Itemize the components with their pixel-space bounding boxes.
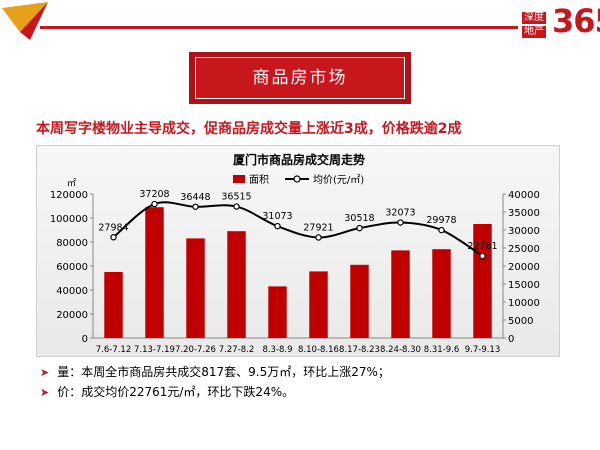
brand-logo: 深度 地产 365 (522, 2, 600, 42)
arrow-bullet-icon: ➤ (40, 386, 50, 399)
price-data-label: 22761 (467, 241, 497, 252)
price-point (192, 203, 199, 210)
y-tick-label-right: 40000 (508, 190, 540, 201)
price-point (438, 226, 445, 234)
price-point (274, 222, 281, 230)
bar (104, 272, 123, 338)
y-tick-label-right: 5000 (508, 316, 533, 327)
chart-title: 厦门市商品房成交周走势 (233, 152, 365, 167)
y-tick-label-right: 25000 (508, 244, 540, 255)
x-tick-label: 7.13-7.19 (134, 345, 175, 355)
y-tick-label-right: 30000 (508, 226, 540, 237)
bar (268, 286, 287, 338)
bar (227, 231, 246, 338)
legend-bar-label: 面积 (249, 174, 269, 186)
y-tick-label-left: 80000 (56, 238, 88, 249)
price-point (479, 252, 486, 260)
x-tick-label: 7.20-7.26 (175, 345, 216, 355)
bar (391, 250, 410, 338)
x-tick-label: 7.6-7.12 (96, 345, 132, 355)
y-tick-label-left: 20000 (56, 310, 88, 321)
arrow-bullet-icon: ➤ (40, 366, 50, 379)
y-tick-label-left: 0 (82, 334, 88, 345)
y-tick-label-right: 0 (508, 334, 514, 345)
x-tick-label: 8.10-8.16 (298, 345, 339, 355)
brand-number: 365 (552, 2, 600, 40)
legend-line-marker (293, 175, 301, 183)
price-point (356, 224, 363, 232)
x-tick-label: 9.7-9.13 (465, 345, 501, 355)
note-text: 价：成交均价22761元/㎡，环比下跌24%。 (57, 385, 295, 399)
note-text: 量：本周全市商品房共成交817套、9.5万㎡，环比上涨27%； (57, 365, 390, 379)
chart-panel: 厦门市商品房成交周走势面积 均价(元/㎡) ㎡ 0 20000 40000 60000 800… (36, 145, 560, 357)
section-title: 商品房市场 (252, 68, 348, 88)
notes-list: ➤ 量：本周全市商品房共成交817套、9.5万㎡，环比上涨27%； ➤ 价：成交均价… (40, 362, 390, 402)
x-tick-label: 8.17-8.23 (339, 345, 380, 355)
y-tick-label-left: 40000 (56, 286, 88, 297)
price-data-label: 37208 (139, 189, 169, 200)
price-data-label: 32073 (385, 208, 415, 219)
x-tick-label: 8.24-8.30 (380, 345, 421, 355)
price-line (112, 201, 484, 257)
legend-bar-swatch (233, 175, 245, 183)
price-data-label: 30518 (344, 213, 374, 224)
bar (186, 238, 205, 338)
price-data-label: 36448 (180, 192, 210, 203)
brand-text-1: 深度 (522, 12, 546, 24)
price-data-label: 27921 (303, 222, 333, 233)
y-tick-label-right: 15000 (508, 280, 540, 291)
note-volume: ➤ 量：本周全市商品房共成交817套、9.5万㎡，环比上涨27%； (40, 362, 390, 382)
y-tick-label-right: 35000 (508, 208, 540, 219)
headline: 本周写字楼物业主导成交，促商品房成交量上涨近3成，价格跌逾2成 (36, 121, 462, 137)
price-data-label: 31073 (262, 211, 292, 222)
bar (309, 271, 328, 338)
y-tick-label-left: 100000 (50, 214, 88, 225)
y-tick-label-left: 60000 (56, 262, 88, 273)
price-point (151, 200, 158, 208)
legend-line-label: 均价(元/㎡) (313, 174, 364, 186)
price-data-label: 29978 (426, 215, 456, 226)
price-data-label: 36515 (221, 192, 251, 203)
price-data-label: 27984 (98, 222, 128, 233)
bar (145, 207, 164, 338)
price-point (110, 234, 117, 241)
top-banner (0, 0, 600, 44)
y-tick-label-right: 10000 (508, 298, 540, 309)
paper-plane-icon (2, 2, 48, 40)
note-price: ➤ 价：成交均价22761元/㎡，环比下跌24%。 (40, 382, 390, 402)
section-banner: 商品房市场 (189, 52, 411, 104)
bar (432, 249, 451, 338)
y-tick-label-right: 20000 (508, 262, 540, 273)
brand-text-2: 地产 (522, 26, 546, 38)
y-tick-label-left: 120000 (50, 190, 88, 201)
price-point (233, 203, 240, 210)
x-tick-label: 7.27-8.2 (219, 345, 255, 355)
y-axis-unit: ㎡ (67, 178, 76, 189)
price-point (315, 234, 322, 241)
price-point (397, 219, 404, 226)
header-rule (40, 26, 518, 29)
bar (350, 264, 369, 338)
x-tick-label: 8.31-9.6 (424, 345, 460, 355)
x-tick-label: 8.3-8.9 (262, 345, 292, 355)
